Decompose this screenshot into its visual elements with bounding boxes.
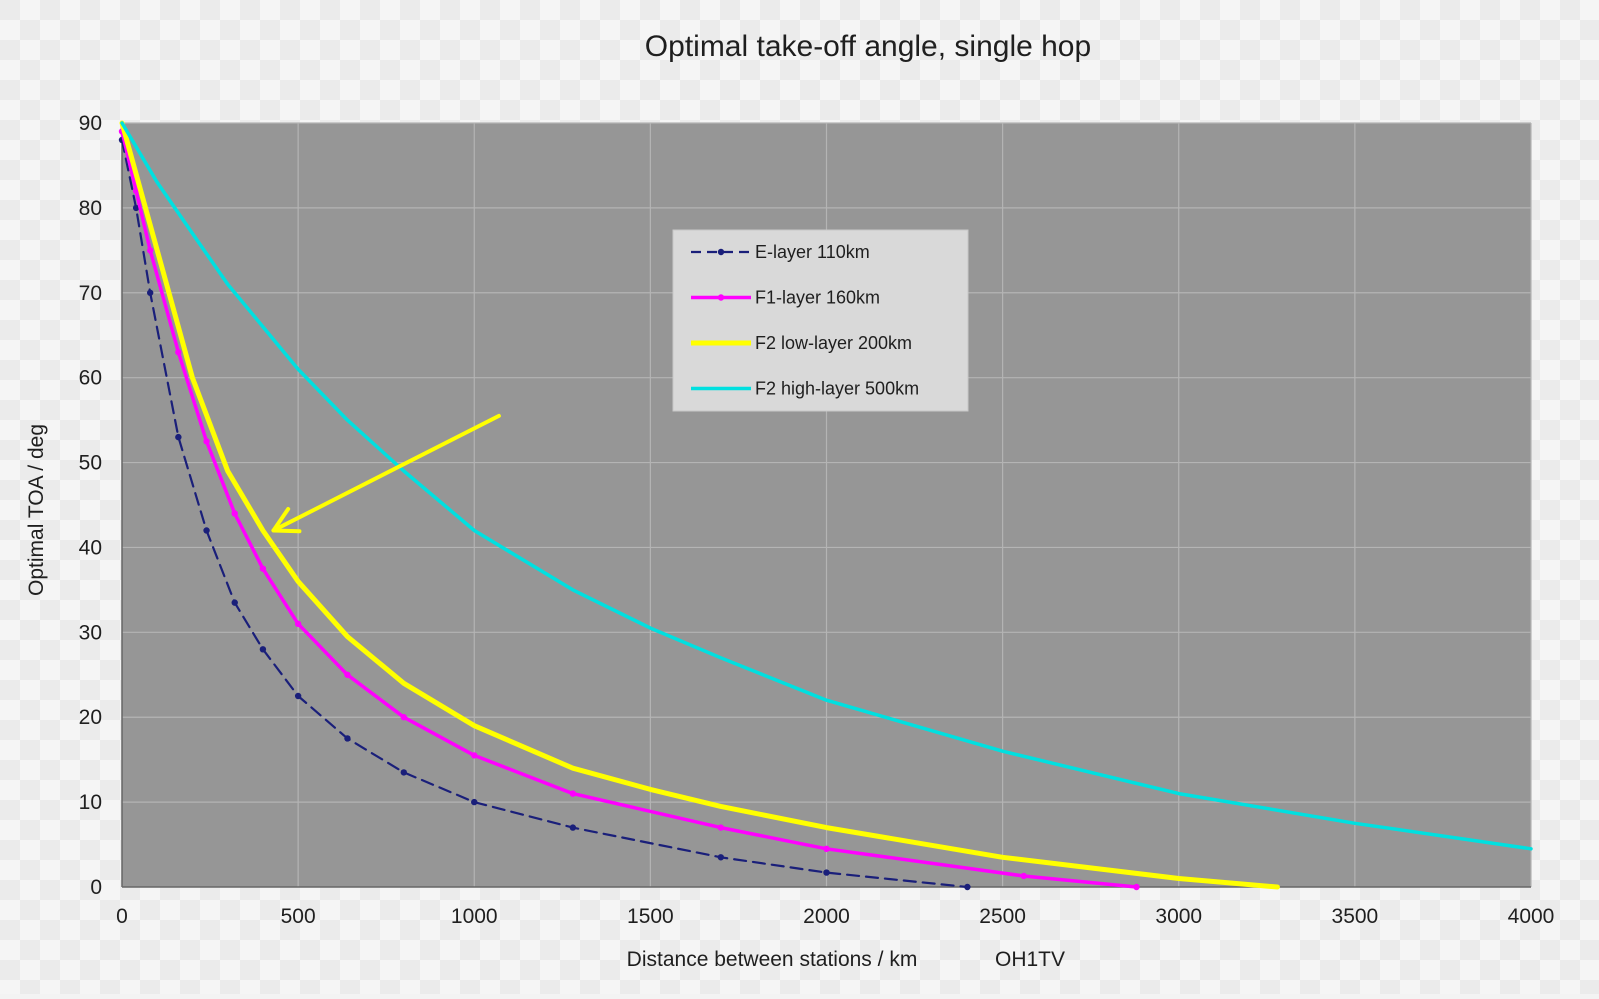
y-tick-label: 30 (79, 621, 102, 644)
data-point (175, 349, 182, 356)
data-point (344, 735, 351, 742)
data-point (1133, 883, 1140, 891)
data-point (823, 845, 830, 852)
y-axis-title: Optimal TOA / deg (25, 424, 48, 596)
data-point (231, 599, 238, 606)
x-tick-label: 0 (116, 905, 128, 928)
legend-label: E-layer 110km (755, 242, 870, 262)
data-point (400, 769, 407, 776)
data-point (175, 433, 182, 441)
data-point (259, 565, 267, 572)
data-point (1020, 872, 1027, 880)
data-point (146, 289, 154, 296)
legend: E-layer 110km F1-layer 160km F2 low-layer … (672, 229, 969, 412)
data-point (400, 714, 407, 721)
x-axis-author-note: OH1TV (995, 948, 1065, 971)
y-tick-label: 80 (79, 197, 102, 220)
legend-box (672, 229, 969, 412)
data-point (231, 510, 238, 517)
data-point (146, 247, 154, 254)
x-tick-label: 500 (281, 905, 316, 928)
y-tick-label: 20 (79, 706, 102, 729)
data-point (717, 824, 725, 831)
y-tick-label: 10 (79, 791, 102, 814)
y-tick-label: 0 (90, 876, 102, 899)
data-point (294, 692, 302, 700)
legend-marker (717, 248, 725, 256)
y-tick-label: 60 (79, 367, 102, 390)
x-tick-label: 3000 (1155, 905, 1202, 928)
data-point (823, 869, 830, 876)
annotation-arrowhead (271, 507, 302, 534)
x-tick-label: 2500 (979, 905, 1026, 928)
series-line-2 (119, 120, 1280, 890)
data-point (344, 671, 351, 678)
data-point (471, 798, 478, 806)
series-line-3 (120, 121, 1533, 851)
x-tick-label: 1000 (451, 905, 498, 928)
x-tick-label: 3500 (1332, 905, 1379, 928)
data-point (964, 883, 971, 891)
legend-marker (717, 294, 725, 301)
data-point (569, 824, 577, 831)
y-tick-label: 90 (79, 112, 102, 135)
series-line-1 (120, 129, 1139, 889)
data-point (569, 790, 577, 797)
legend-label: F1-layer 160km (755, 288, 880, 308)
data-point (132, 204, 140, 212)
legend-label: F2 high-layer 500km (755, 379, 919, 399)
annotation-arrow (271, 413, 501, 533)
y-tick-label: 40 (79, 536, 102, 559)
data-point (203, 438, 210, 445)
data-point (294, 620, 302, 628)
y-tick-label: 70 (79, 282, 102, 305)
x-tick-label: 1500 (627, 905, 674, 928)
data-point (259, 646, 267, 653)
data-point (471, 752, 478, 759)
x-tick-label: 4000 (1508, 905, 1555, 928)
y-tick-label: 50 (79, 452, 102, 475)
legend-label: F2 low-layer 200km (755, 333, 912, 353)
data-point (717, 854, 725, 861)
x-axis-title: Distance between stations / km (627, 948, 918, 971)
chart-title: Optimal take-off angle, single hop (645, 30, 1091, 63)
x-tick-label: 2000 (803, 905, 850, 928)
data-point (203, 527, 210, 534)
data-point (132, 187, 140, 195)
